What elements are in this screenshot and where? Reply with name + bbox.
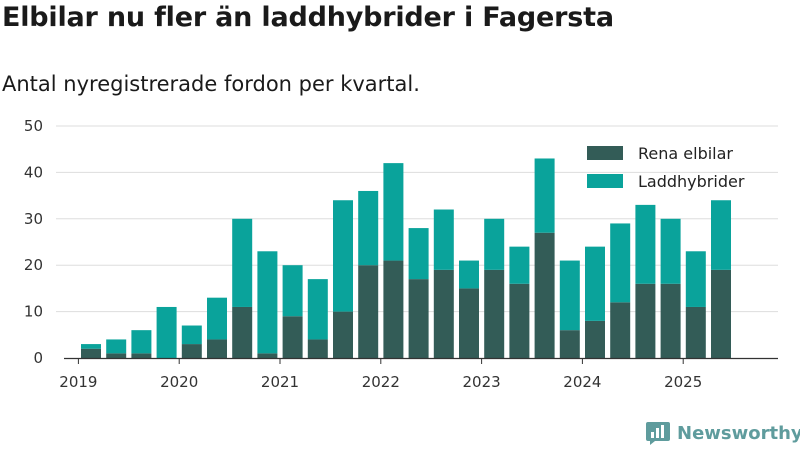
newsworthy-brand: Newsworthy xyxy=(645,420,800,446)
y-tick-label: 30 xyxy=(24,210,43,228)
bar-laddhybrider xyxy=(408,228,429,280)
bar-laddhybrider xyxy=(484,218,505,270)
bar-laddhybrider xyxy=(559,260,580,331)
bar-laddhybrider xyxy=(232,218,253,307)
bar-rena-elbilar xyxy=(685,306,706,358)
bar-rena-elbilar xyxy=(307,339,328,358)
bar-laddhybrider xyxy=(257,251,278,354)
bar-laddhybrider xyxy=(459,260,479,289)
legend: Rena elbilar Laddhybrider xyxy=(587,144,745,191)
bar-rena-elbilar xyxy=(459,288,479,358)
x-tick-label: 2023 xyxy=(463,373,501,391)
bar-laddhybrider xyxy=(358,190,379,266)
bar-rena-elbilar xyxy=(484,269,505,358)
bar-rena-elbilar xyxy=(534,232,555,358)
legend-swatch xyxy=(587,146,623,160)
bar-rena-elbilar xyxy=(131,353,152,358)
x-tick-label: 2025 xyxy=(664,373,702,391)
x-tick-label: 2021 xyxy=(261,373,299,391)
x-tick-label: 2019 xyxy=(59,373,97,391)
y-tick-label: 40 xyxy=(24,163,43,181)
y-axis-tick-labels: 0 10 20 30 40 50 xyxy=(24,117,43,367)
bar-rena-elbilar xyxy=(585,320,605,358)
bar-rena-elbilar xyxy=(106,353,127,358)
bar-rena-elbilar xyxy=(232,306,253,358)
bar-rena-elbilar xyxy=(433,269,454,358)
x-tick-label: 2020 xyxy=(160,373,198,391)
bar-laddhybrider xyxy=(660,218,681,284)
brand-name: Newsworthy xyxy=(677,422,800,444)
x-tick-label: 2024 xyxy=(563,373,601,391)
bar-laddhybrider xyxy=(282,265,303,317)
legend-swatch xyxy=(587,174,623,188)
bar-laddhybrider xyxy=(181,325,202,345)
bar-laddhybrider xyxy=(534,158,555,233)
bar-rena-elbilar xyxy=(660,283,681,358)
bar-laddhybrider xyxy=(433,209,454,270)
bar-laddhybrider xyxy=(585,246,605,321)
bar-rena-elbilar xyxy=(333,311,353,358)
bar-laddhybrider xyxy=(106,339,127,354)
bar-rena-elbilar xyxy=(282,316,303,358)
bars xyxy=(81,158,731,358)
bar-laddhybrider xyxy=(610,223,631,303)
bar-laddhybrider xyxy=(383,163,404,261)
y-tick-label: 50 xyxy=(24,117,43,135)
bar-rena-elbilar xyxy=(711,269,731,358)
newsworthy-logo-icon xyxy=(646,422,670,445)
bar-rena-elbilar xyxy=(408,279,429,358)
bar-laddhybrider xyxy=(131,330,152,354)
bar-rena-elbilar xyxy=(207,339,227,358)
bar-laddhybrider xyxy=(156,306,177,358)
bar-rena-elbilar xyxy=(509,283,530,358)
bar-laddhybrider xyxy=(333,200,353,312)
chart-subtitle: Antal nyregistrerade fordon per kvartal. xyxy=(2,72,420,96)
bar-laddhybrider xyxy=(685,251,706,307)
bar-rena-elbilar xyxy=(358,265,379,358)
y-tick-label: 0 xyxy=(33,349,43,367)
bar-rena-elbilar xyxy=(181,344,202,358)
bar-rena-elbilar xyxy=(610,302,631,358)
bar-laddhybrider xyxy=(207,297,227,340)
bar-laddhybrider xyxy=(307,279,328,340)
legend-label: Laddhybrider xyxy=(638,172,745,191)
bar-rena-elbilar xyxy=(559,330,580,358)
x-axis-tick-labels: 2019 2020 2021 2022 2023 2024 2025 xyxy=(59,358,702,391)
legend-label: Rena elbilar xyxy=(638,144,733,163)
bar-rena-elbilar xyxy=(383,260,404,358)
bar-rena-elbilar xyxy=(81,348,101,358)
y-tick-label: 20 xyxy=(24,256,43,274)
chart-title: Elbilar nu fler än laddhybrider i Fagers… xyxy=(2,2,614,33)
y-tick-label: 10 xyxy=(24,303,43,321)
bar-laddhybrider xyxy=(711,200,731,270)
x-tick-label: 2022 xyxy=(362,373,400,391)
bar-rena-elbilar xyxy=(635,283,656,358)
bar-rena-elbilar xyxy=(257,353,278,358)
bar-laddhybrider xyxy=(509,246,530,284)
bar-laddhybrider xyxy=(635,204,656,284)
bar-laddhybrider xyxy=(81,344,101,349)
